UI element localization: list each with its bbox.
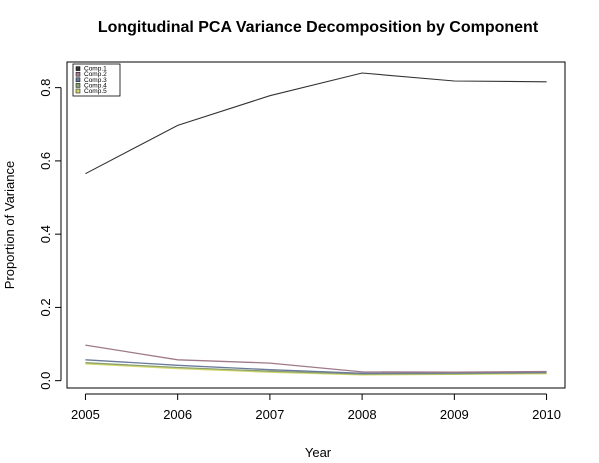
- series-line-comp-5: [85, 363, 547, 376]
- legend-label: Comp.2: [84, 71, 107, 78]
- y-tick-label: 0.2: [38, 298, 53, 316]
- x-tick-label: 2006: [163, 407, 192, 422]
- series-layer: [85, 72, 547, 376]
- legend-label: Comp.4: [84, 82, 107, 89]
- series-line-comp-4: [85, 362, 547, 375]
- y-tick-label: 0.4: [38, 225, 53, 243]
- plot-frame: [66, 61, 566, 389]
- x-tick-label: 2009: [440, 407, 469, 422]
- legend-swatch: [75, 77, 81, 83]
- legend-swatch: [75, 88, 81, 94]
- legend-label: Comp.5: [84, 88, 107, 95]
- legend-swatch: [75, 83, 81, 88]
- y-tick-label: 0.0: [38, 372, 53, 390]
- legend-label: Comp.1: [84, 66, 107, 73]
- x-axis-label: Year: [305, 445, 332, 460]
- x-tick-label: 2005: [71, 407, 100, 422]
- series-line-comp-3: [85, 359, 547, 374]
- chart-title: Longitudinal PCA Variance Decomposition …: [98, 19, 539, 36]
- x-tick-label: 2008: [348, 407, 377, 422]
- x-tick-label: 2007: [255, 407, 284, 422]
- series-line-comp-2: [85, 344, 547, 373]
- legend-label: Comp.3: [84, 77, 107, 84]
- y-axis-label: Proportion of Variance: [2, 161, 17, 289]
- legend-swatch: [75, 66, 81, 71]
- series-line-comp-1: [85, 72, 547, 175]
- y-tick-label: 0.8: [38, 79, 53, 97]
- y-tick-label: 0.6: [38, 152, 53, 170]
- legend-box: [72, 63, 121, 97]
- axes: 2005 2006 2007 2008 2009 2010 0.0 0.2 0.4 0.6 0.8: [38, 79, 561, 422]
- legend-swatch: [75, 71, 81, 77]
- x-tick-label: 2010: [532, 407, 561, 422]
